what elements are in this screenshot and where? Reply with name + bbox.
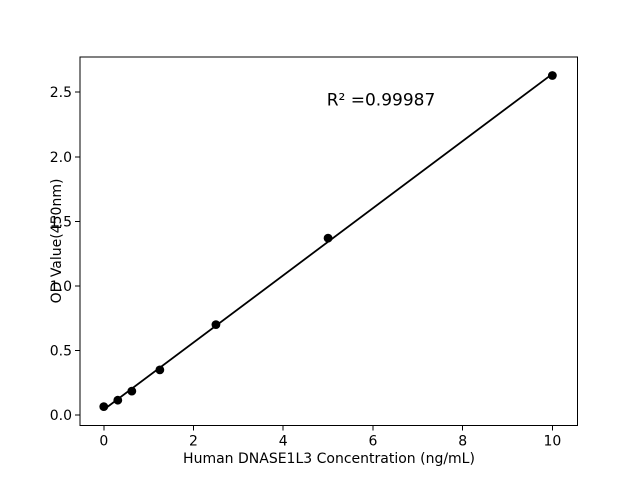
data-point xyxy=(323,233,333,243)
data-point xyxy=(155,365,165,375)
y-tick-label: 2.5 xyxy=(50,85,72,101)
x-tick-label: 8 xyxy=(458,434,467,450)
y-tick-label: 2.0 xyxy=(50,150,72,166)
y-tick-label: 0.5 xyxy=(50,343,72,359)
x-tick-label: 10 xyxy=(543,434,561,450)
data-point xyxy=(127,386,137,396)
data-point xyxy=(99,402,109,412)
x-tick-label: 0 xyxy=(99,434,108,450)
axes-spines xyxy=(79,56,578,426)
y-tick-label: 1.0 xyxy=(50,279,72,295)
y-axis-label: OD Value(450nm) xyxy=(49,178,65,304)
y-tick-label: 0.0 xyxy=(50,408,72,424)
r-squared-annotation: R² =0.99987 xyxy=(326,90,436,111)
x-tick-label: 4 xyxy=(279,434,288,450)
x-axis-label: Human DNASE1L3 Concentration (ng/mL) xyxy=(183,451,475,467)
data-point xyxy=(211,320,221,330)
x-tick-label: 6 xyxy=(368,434,377,450)
data-point xyxy=(113,395,123,405)
y-tick-label: 1.5 xyxy=(50,214,72,230)
data-point xyxy=(547,71,557,80)
x-tick-label: 2 xyxy=(189,434,198,450)
